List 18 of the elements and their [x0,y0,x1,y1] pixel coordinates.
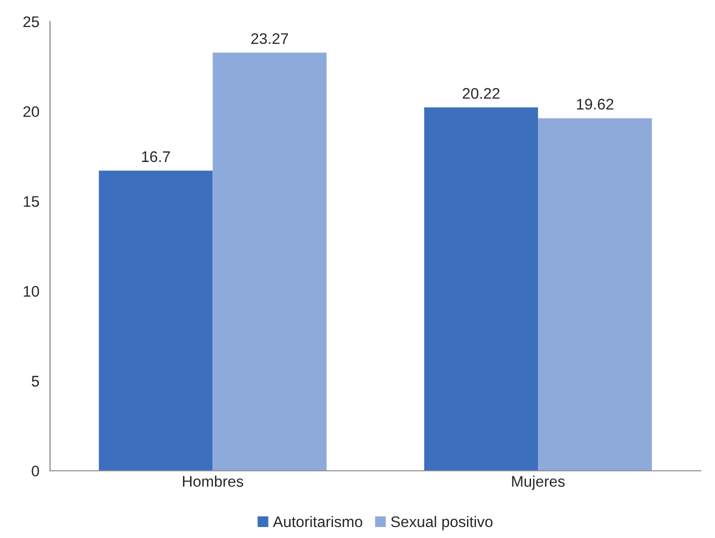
bar [538,118,652,471]
y-tick-label: 5 [32,376,39,387]
y-tick-label: 25 [23,16,39,28]
data-label: 23.27 [251,33,288,44]
bar [98,170,213,471]
bar [424,107,538,471]
bar [212,52,327,471]
y-tick-label: 15 [24,196,39,207]
y-tick-label: 0 [32,466,40,476]
data-label: 19.62 [577,98,614,110]
x-tick-label: Mujeres [512,476,565,490]
y-tick-label: 10 [24,286,40,297]
x-tick-label: Hombres [182,476,244,487]
y-tick-label: 20 [23,106,40,118]
data-label: 20.22 [462,88,500,99]
legend-label: Sexual positivo [391,516,492,530]
data-label: 16.7 [142,151,170,162]
legend-label: Autoritarismo [272,516,362,528]
